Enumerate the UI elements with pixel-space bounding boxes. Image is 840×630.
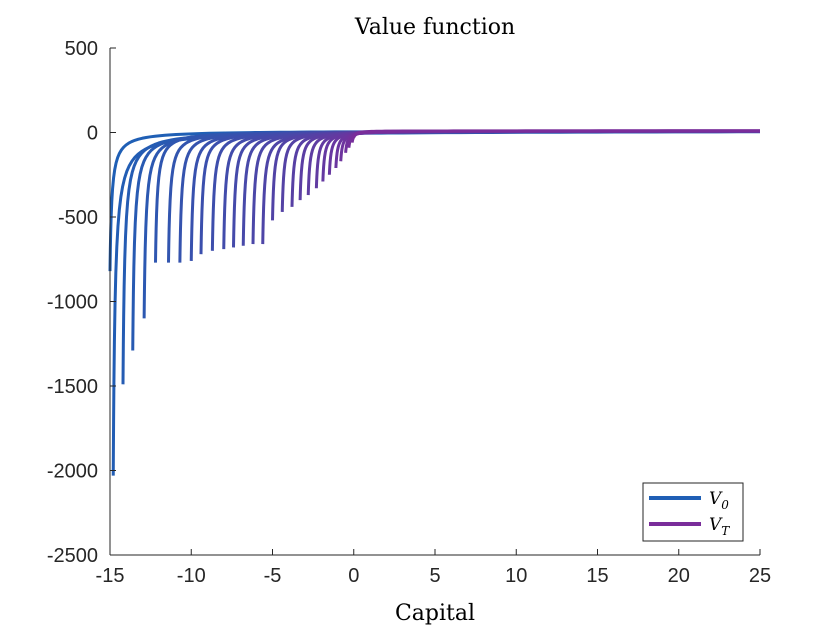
axes — [109, 47, 761, 556]
chart-title: Value function — [354, 15, 515, 40]
y-tick-label: -2000 — [47, 461, 98, 483]
x-tick-label: 10 — [505, 565, 527, 587]
x-tick-label: -10 — [177, 565, 206, 587]
y-tick-label: -500 — [58, 207, 98, 229]
y-tick-label: -1000 — [47, 292, 98, 314]
y-tick-label: -2500 — [47, 545, 98, 567]
x-tick-label: 5 — [429, 565, 440, 587]
x-tick-label: 15 — [586, 565, 608, 587]
x-tick-label: 25 — [749, 565, 771, 587]
x-tick-label: -15 — [96, 565, 125, 587]
y-tick-label: -1500 — [47, 376, 98, 398]
y-tick-label: 500 — [65, 38, 98, 60]
x-tick-label: 0 — [348, 565, 359, 587]
x-tick-label: 20 — [668, 565, 690, 587]
legend-entry: VT — [709, 515, 730, 538]
x-axis-label: Capital — [395, 601, 475, 626]
x-tick-label: -5 — [264, 565, 282, 587]
legend-box — [642, 482, 744, 542]
y-tick-label: 0 — [87, 123, 98, 145]
legend: V0 VT — [642, 482, 744, 542]
value-curve — [352, 129, 760, 140]
curve-family — [108, 129, 761, 476]
legend-entry: V0 — [709, 489, 729, 512]
tick-labels: -15 -10 -5 0 5 10 15 20 25 500 0 -500 -1000 -1500 -200… — [47, 38, 771, 587]
